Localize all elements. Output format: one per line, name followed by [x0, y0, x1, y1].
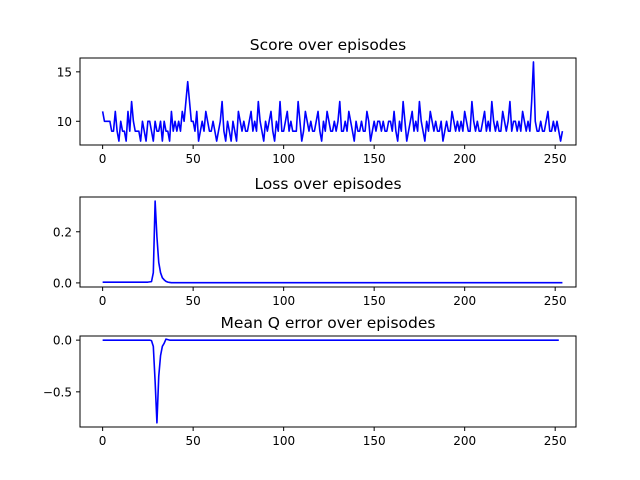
x-tick-label: 150 [363, 294, 386, 308]
x-tick-label: 200 [453, 434, 476, 448]
chart-title: Loss over episodes [254, 175, 401, 193]
series-line [101, 61, 564, 142]
x-tick-label: 250 [544, 434, 567, 448]
x-tick-label: 100 [272, 294, 295, 308]
chart-title: Mean Q error over episodes [221, 314, 436, 332]
x-tick-label: 150 [363, 152, 386, 166]
x-tick-label: 0 [99, 152, 107, 166]
x-tick-label: 100 [272, 434, 295, 448]
axes-frame [79, 335, 577, 428]
x-tick-label: 100 [272, 152, 295, 166]
y-tick-label: 15 [57, 65, 72, 79]
y-tick-label: 0.2 [53, 225, 72, 239]
x-tick-label: 250 [544, 152, 567, 166]
subplot-1: Score over episodes 0 50 100 150 200 250 10 15 [57, 36, 577, 166]
subplot-3: Mean Q error over episodes 0 50 100 150 200 25… [43, 314, 577, 448]
y-tick-label: 0.0 [53, 276, 72, 290]
x-tick-label: 0 [99, 294, 107, 308]
series-line [102, 338, 559, 424]
chart-title: Score over episodes [250, 36, 407, 54]
x-tick-label: 200 [453, 152, 476, 166]
y-tick-label: 10 [57, 115, 72, 129]
x-tick-label: 0 [99, 434, 107, 448]
x-tick-label: 50 [185, 294, 200, 308]
x-tick-label: 50 [185, 152, 200, 166]
axes-frame [79, 196, 577, 288]
y-tick-label: 0.0 [53, 334, 72, 348]
x-tick-label: 250 [544, 294, 567, 308]
x-tick-label: 200 [453, 294, 476, 308]
x-tick-label: 50 [185, 434, 200, 448]
series-line [102, 200, 563, 284]
subplot-2: Loss over episodes 0 50 100 150 200 250 0.0 0.2 [53, 175, 577, 308]
x-tick-label: 150 [363, 434, 386, 448]
y-tick-label: −0.5 [43, 385, 72, 399]
axes-frame [79, 57, 577, 146]
subplots: Score over episodes 0 50 100 150 200 250 10 15 Lo… [43, 36, 577, 448]
